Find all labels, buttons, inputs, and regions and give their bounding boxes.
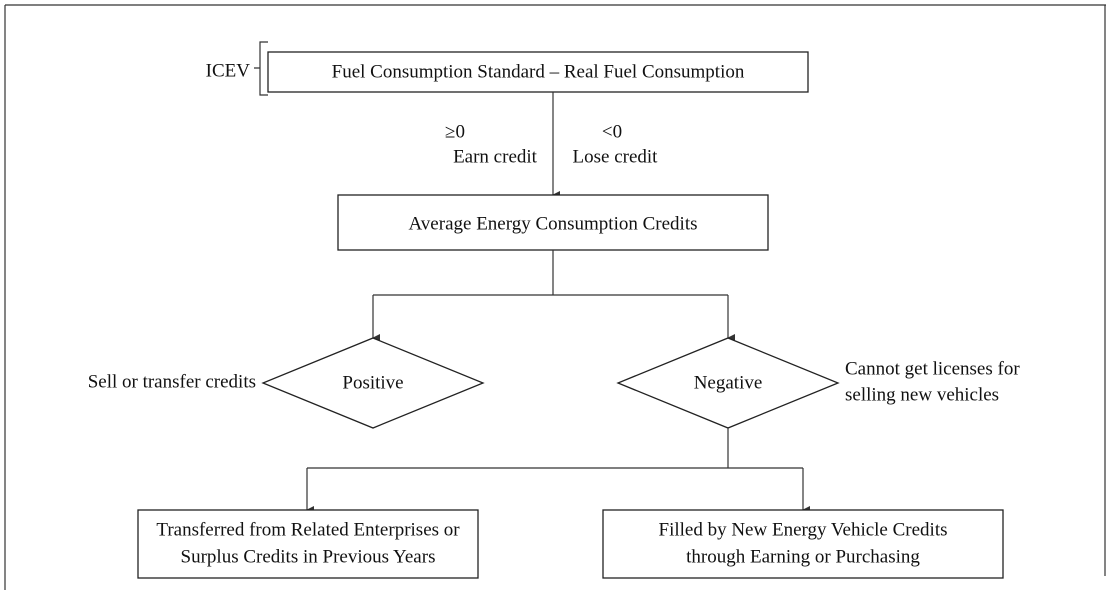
annotation: Sell or transfer credits <box>88 371 256 392</box>
node-label: Negative <box>694 372 763 393</box>
node-label: Surplus Credits in Previous Years <box>181 546 436 567</box>
node-label: Transferred from Related Enterprises or <box>156 519 460 540</box>
annotation: selling new vehicles <box>845 384 999 405</box>
connector <box>307 428 803 469</box>
diamond <box>261 337 485 429</box>
annotation: Lose credit <box>573 146 659 167</box>
bracket <box>254 41 268 96</box>
node-label: Filled by New Energy Vehicle Credits <box>659 519 948 540</box>
annotation: ICEV <box>206 60 251 81</box>
annotation: Earn credit <box>453 146 538 167</box>
connector <box>373 250 728 296</box>
node-label: Positive <box>342 372 403 393</box>
annotation: <0 <box>602 121 622 142</box>
box <box>137 509 479 579</box>
annotation: ≥0 <box>445 121 465 142</box>
node-label: Fuel Consumption Standard – Real Fuel Co… <box>332 61 745 82</box>
box <box>267 51 809 93</box>
annotation: Cannot get licenses for <box>845 358 1020 379</box>
box <box>602 509 1004 579</box>
node-label: Average Energy Consumption Credits <box>409 213 698 234</box>
node-label: through Earning or Purchasing <box>686 546 920 567</box>
